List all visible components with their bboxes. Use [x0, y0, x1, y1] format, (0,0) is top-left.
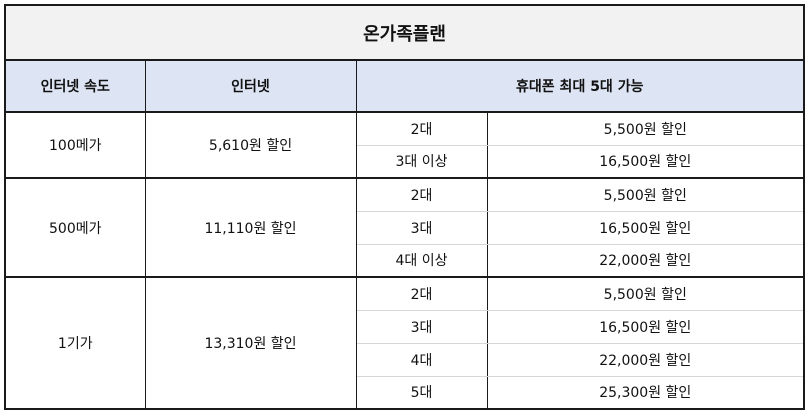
phone-count-cell: 4대 이상 [355, 244, 488, 278]
phone-discount-cell: 5,500원 할인 [486, 112, 805, 146]
table-row: 100메가 5,610원 할인 2대 5,500원 할인 [4, 112, 805, 179]
phone-count-cell: 5대 [355, 376, 488, 410]
phone-count-cell: 3대 [355, 310, 488, 344]
phone-count-cell: 3대 이상 [355, 145, 488, 179]
table-row: 1기가 13,310원 할인 2대 5,500원 할인 [4, 277, 805, 410]
table-row: 3대 이상 16,500원 할인 [5, 145, 805, 179]
phone-discount-cell: 25,300원 할인 [486, 376, 805, 410]
phone-discount-cell: 16,500원 할인 [486, 310, 805, 344]
header-speed: 인터넷 속도 [4, 59, 146, 113]
table-title: 온가족플랜 [4, 4, 805, 61]
internet-discount-cell: 5,610원 할인 [144, 112, 357, 179]
phone-count-cell: 2대 [355, 277, 488, 311]
phone-count-cell: 2대 [355, 178, 488, 212]
table-row: 4대 22,000원 할인 [5, 343, 805, 377]
table-row: 4대 이상 22,000원 할인 [5, 244, 805, 278]
table-row: 3대 16,500원 할인 [5, 211, 805, 245]
header-phone: 휴대폰 최대 5대 가능 [355, 59, 805, 113]
phone-discount-cell: 22,000원 할인 [486, 244, 805, 278]
phone-count-cell: 2대 [355, 112, 488, 146]
phone-count-cell: 3대 [355, 211, 488, 245]
table-row: 5대 25,300원 할인 [5, 376, 805, 410]
table-row: 3대 16,500원 할인 [5, 310, 805, 344]
speed-cell: 100메가 [4, 112, 146, 179]
table-row: 500메가 11,110원 할인 2대 5,500원 할인 [4, 178, 805, 278]
header-internet: 인터넷 [144, 59, 357, 113]
table-body: 100메가 5,610원 할인 2대 5,500원 할인 3대 이상 16,500원 할인… [4, 112, 805, 410]
phone-discount-cell: 22,000원 할인 [486, 343, 805, 377]
internet-discount-cell: 13,310원 할인 [144, 277, 357, 410]
internet-discount-cell: 11,110원 할인 [144, 178, 357, 278]
phone-count-cell: 4대 [355, 343, 488, 377]
speed-cell: 1기가 [4, 277, 146, 410]
phone-discount-cell: 5,500원 할인 [486, 277, 805, 311]
phone-discount-cell: 16,500원 할인 [486, 211, 805, 245]
plan-table: 온가족플랜 인터넷 속도 인터넷 휴대폰 최대 5대 가능 100메가 5,610… [4, 4, 805, 410]
speed-cell: 500메가 [4, 178, 146, 278]
phone-discount-cell: 5,500원 할인 [486, 178, 805, 212]
phone-discount-cell: 16,500원 할인 [486, 145, 805, 179]
